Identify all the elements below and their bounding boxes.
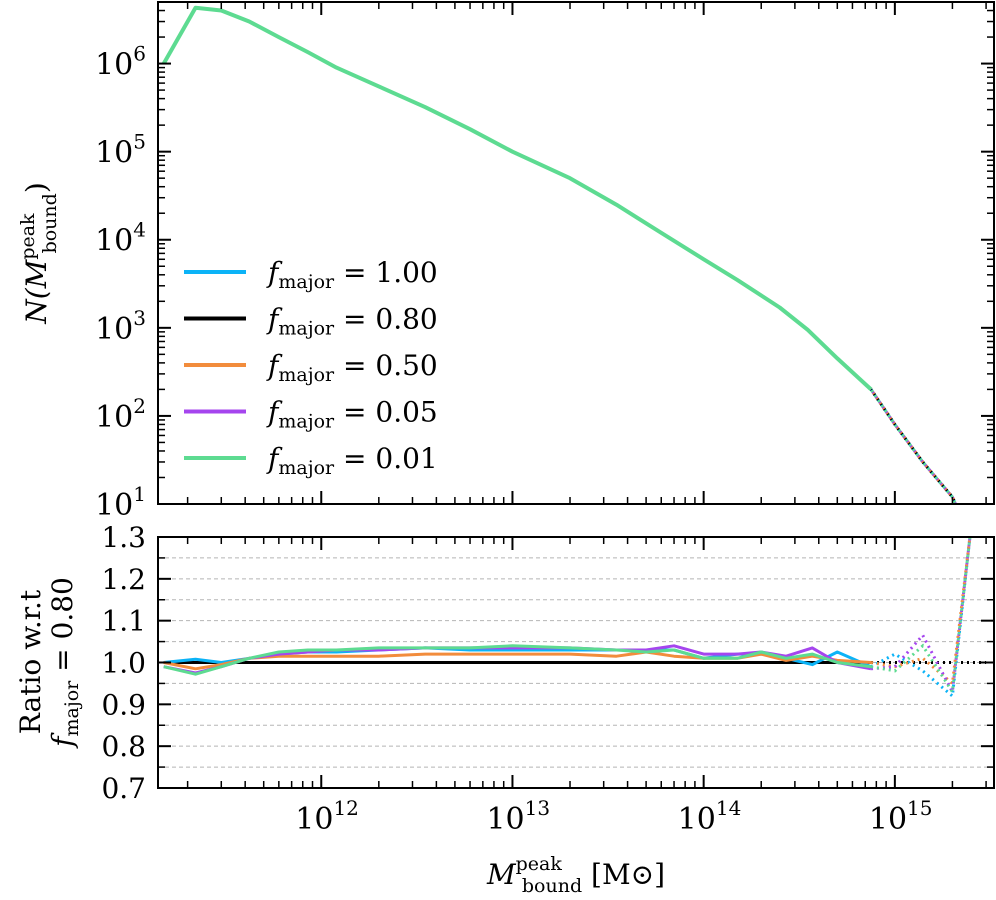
ratio-line-fmajor-001 <box>163 644 872 676</box>
y-tick-label: 101 <box>95 482 146 523</box>
ratio-lines <box>163 537 987 699</box>
x-axis-label: Mpeak bound [M⊙] <box>486 853 665 897</box>
ratio-y-tick-labels: 0.7 0.8 0.9 1.0 1.1 1.2 1.3 <box>101 521 146 805</box>
y-tick-label: 104 <box>95 218 146 259</box>
ratio-panel: 0.7 0.8 0.9 1.0 1.1 1.2 1.3 1012 1013 1014 1015 R… <box>14 521 995 897</box>
x-tick-label: 1012 <box>295 796 359 837</box>
legend-item: fmajor = 1.00 <box>184 256 438 293</box>
ratio-dotted-fmajor-100 <box>870 537 972 699</box>
y-tick-label: 0.9 <box>101 688 146 721</box>
counts-lines <box>161 5 958 504</box>
legend-item: fmajor = 0.80 <box>184 303 438 340</box>
legend: fmajor = 1.00 fmajor = 0.80 fmajor = 0.50 f… <box>184 256 438 479</box>
y-tick-label: 0.7 <box>101 772 146 805</box>
y-tick-label: 102 <box>95 394 146 435</box>
ratio-y-axis-label-line2: fmajor = 0.80 <box>46 577 83 749</box>
counts-ticks <box>158 1 994 505</box>
y-tick-label: 106 <box>95 42 146 83</box>
counts-y-axis-label: N(Mpeakbound) <box>17 182 61 325</box>
counts-dotted-fmajor-005 <box>869 388 958 504</box>
ratio-dotted-fmajor-050 <box>870 537 972 687</box>
y-tick-label: 1.3 <box>101 521 146 554</box>
counts-panel: 101 102 103 104 105 106 N(Mpeakbound) fmajor … <box>17 1 995 523</box>
legend-label: fmajor = 0.05 <box>266 396 438 433</box>
counts-line-fmajor-001 <box>161 5 873 391</box>
y-tick-label: 1.2 <box>101 563 146 596</box>
y-tick-label: 0.8 <box>101 730 146 763</box>
legend-label: fmajor = 1.00 <box>266 256 438 293</box>
ratio-y-axis-label-line1: Ratio w.r.t <box>14 589 47 734</box>
legend-label: fmajor = 0.50 <box>266 349 438 386</box>
x-tick-label: 1015 <box>869 796 933 837</box>
counts-y-tick-labels: 101 102 103 104 105 106 <box>95 42 146 523</box>
y-tick-label: 105 <box>95 130 146 171</box>
y-tick-label: 1.1 <box>101 605 146 638</box>
x-tick-label: 1014 <box>678 796 742 837</box>
y-tick-label: 103 <box>95 306 146 347</box>
legend-label: fmajor = 0.80 <box>266 303 438 340</box>
ratio-x-tick-labels: 1012 1013 1014 1015 <box>295 796 932 837</box>
ratio-dotted-fmajor-001 <box>870 537 972 697</box>
legend-label: fmajor = 0.01 <box>266 442 438 479</box>
legend-item: fmajor = 0.05 <box>184 396 438 433</box>
ratio-ticks <box>158 536 994 789</box>
counts-dotted-fmajor-001 <box>869 388 958 504</box>
legend-item: fmajor = 0.50 <box>184 349 438 386</box>
legend-item: fmajor = 0.01 <box>184 442 438 479</box>
y-tick-label: 1.0 <box>101 647 146 680</box>
x-tick-label: 1013 <box>486 796 550 837</box>
